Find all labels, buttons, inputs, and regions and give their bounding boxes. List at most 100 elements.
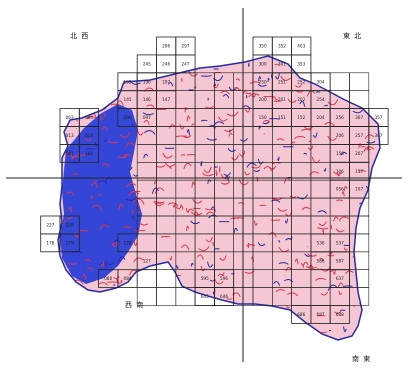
map-tile[interactable]: 296: [156, 36, 177, 56]
road-segment: [168, 82, 174, 87]
map-tile[interactable]: 156: [329, 143, 350, 163]
map-tile[interactable]: 403: [291, 36, 312, 56]
map-tile[interactable]: 301: [271, 54, 292, 74]
map-tile[interactable]: 197: [156, 72, 177, 92]
road-segment: [186, 225, 190, 232]
map-tile[interactable]: 297: [175, 36, 196, 56]
road-segment: [366, 140, 376, 144]
map-tile-label: 146: [143, 97, 151, 102]
map-tile-label: 152: [297, 115, 305, 120]
map-tile[interactable]: 228: [59, 215, 80, 235]
map-tile[interactable]: 645: [194, 287, 215, 306]
road-segment: [338, 216, 349, 221]
map-tile[interactable]: 257: [349, 126, 370, 145]
road-segment: [84, 138, 93, 141]
map-tile[interactable]: 102: [78, 143, 100, 163]
map-tile[interactable]: 200: [252, 90, 273, 109]
map-tile[interactable]: 080: [98, 269, 119, 289]
map-tile[interactable]: 251: [271, 72, 292, 92]
road-segment: [205, 105, 214, 109]
map-tile[interactable]: 128: [117, 233, 138, 253]
map-tile[interactable]: 150: [252, 108, 273, 127]
map-tile[interactable]: 352: [271, 36, 292, 56]
map-tile[interactable]: 151: [271, 108, 292, 127]
map-tile[interactable]: 595: [194, 269, 215, 289]
map-tile[interactable]: 688: [329, 305, 350, 324]
map-tile[interactable]: 207: [349, 143, 370, 163]
map-tile[interactable]: 064: [78, 108, 100, 127]
map-tile[interactable]: 596: [213, 269, 235, 289]
map-tile[interactable]: 687: [310, 305, 331, 324]
map-tile[interactable]: 304: [310, 72, 331, 92]
road-segment: [220, 326, 230, 329]
map-tile[interactable]: 063: [59, 108, 80, 127]
map-tile[interactable]: 195: [117, 72, 138, 92]
road-segment: [358, 240, 366, 247]
road-segment: [317, 210, 327, 214]
map-tile[interactable]: 178: [40, 233, 61, 253]
map-tile[interactable]: 247: [175, 54, 196, 74]
road-segment: [143, 341, 154, 346]
map-tile-label: 257: [355, 133, 363, 138]
map-tile[interactable]: 307: [368, 126, 389, 145]
map-tile[interactable]: 587: [329, 251, 350, 271]
map-tile[interactable]: 537: [329, 233, 350, 253]
map-tile[interactable]: 252: [291, 72, 312, 92]
road-segment: [207, 261, 214, 268]
map-tile[interactable]: 096: [117, 108, 138, 127]
road-segment: [294, 258, 299, 265]
map-tile[interactable]: 152: [291, 108, 312, 127]
map-tile[interactable]: 107: [349, 179, 370, 199]
map-tile[interactable]: 357: [368, 108, 389, 127]
map-tile[interactable]: 201: [271, 90, 292, 109]
map-tile[interactable]: 013: [59, 126, 80, 145]
road-segment: [58, 198, 60, 202]
map-tile-label: 127: [143, 258, 151, 263]
map-tile[interactable]: 256: [329, 108, 350, 127]
map-tile[interactable]: 014: [78, 126, 100, 145]
map-tile[interactable]: 246: [156, 54, 177, 74]
map-tile[interactable]: 307: [349, 108, 370, 127]
map-tile[interactable]: 147: [156, 90, 177, 109]
map-tile[interactable]: 350: [252, 36, 273, 56]
road-segment: [284, 279, 294, 283]
road-segment: [335, 89, 345, 94]
map-tile[interactable]: 145: [117, 90, 138, 109]
map-tile[interactable]: 204: [310, 108, 331, 127]
quadrant-label-se: 南 東: [352, 355, 372, 363]
map-tile[interactable]: 686: [291, 305, 312, 324]
map-tile[interactable]: 300: [252, 54, 273, 74]
map-tile[interactable]: 501: [59, 143, 80, 163]
map-tile[interactable]: 206: [329, 126, 350, 145]
map-tile[interactable]: 227: [40, 215, 61, 235]
road-segment: [73, 306, 84, 313]
road-segment: [100, 116, 103, 122]
road-segment: [160, 236, 171, 238]
map-tile[interactable]: 097: [136, 108, 157, 127]
road-segment: [278, 262, 289, 265]
map-tile[interactable]: 196: [136, 72, 157, 92]
road-segment: [101, 56, 108, 61]
map-tile[interactable]: 646: [213, 287, 235, 306]
map-tile[interactable]: 056: [329, 179, 350, 199]
road-segment: [220, 90, 230, 95]
map-tile[interactable]: 250: [252, 72, 273, 92]
map-tile[interactable]: 637: [329, 269, 350, 289]
road-segment: [125, 198, 137, 201]
map-tile[interactable]: 179: [59, 233, 80, 253]
road-segment: [193, 211, 199, 215]
map-tile[interactable]: 536: [310, 233, 331, 253]
map-tile[interactable]: 353: [291, 54, 312, 74]
map-tile[interactable]: 245: [136, 54, 157, 74]
map-tile[interactable]: 254: [310, 90, 331, 109]
map-tile[interactable]: 586: [310, 251, 331, 271]
map-tile[interactable]: 127: [136, 251, 157, 271]
map-tile-label: 064: [85, 115, 93, 120]
road-segment: [205, 208, 214, 211]
road-segment: [301, 207, 311, 211]
map-tile[interactable]: 084: [117, 269, 138, 289]
map-tile-label: 246: [162, 61, 170, 66]
map-tile[interactable]: 146: [136, 90, 157, 109]
map-tile[interactable]: 202: [291, 90, 312, 109]
road-segment: [169, 166, 172, 170]
